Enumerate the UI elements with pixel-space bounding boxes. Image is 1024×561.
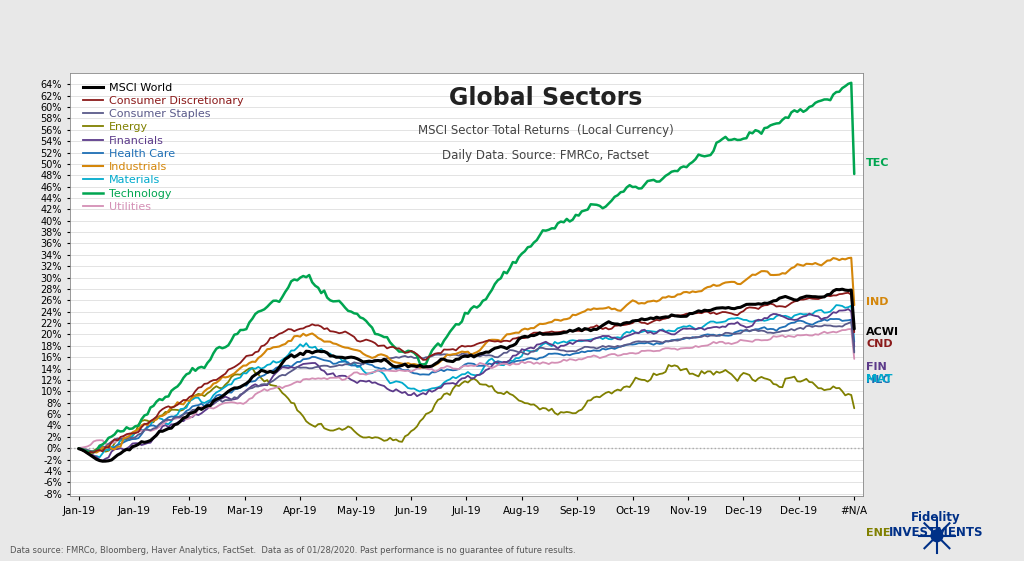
- Text: MAT: MAT: [866, 374, 893, 384]
- Text: Daily Data. Source: FMRCo, Factset: Daily Data. Source: FMRCo, Factset: [442, 149, 649, 162]
- Text: FIN: FIN: [866, 362, 887, 371]
- Text: ACWI: ACWI: [866, 327, 899, 337]
- Circle shape: [931, 530, 943, 542]
- Text: Global Sectors: Global Sectors: [450, 86, 642, 109]
- Text: TEC: TEC: [866, 158, 890, 168]
- Text: Fidelity
INVESTMENTS: Fidelity INVESTMENTS: [889, 511, 983, 539]
- Legend: MSCI World, Consumer Discretionary, Consumer Staples, Energy, Financials, Health: MSCI World, Consumer Discretionary, Cons…: [83, 82, 244, 212]
- Text: ENE: ENE: [866, 528, 891, 539]
- Text: CND: CND: [866, 339, 893, 348]
- Text: IND: IND: [866, 297, 889, 307]
- Text: Data source: FMRCo, Bloomberg, Haver Analytics, FactSet.  Data as of 01/28/2020.: Data source: FMRCo, Bloomberg, Haver Ana…: [10, 546, 575, 555]
- Text: MSCI Sector Total Returns  (Local Currency): MSCI Sector Total Returns (Local Currenc…: [418, 124, 674, 137]
- Text: HLC: HLC: [866, 375, 891, 385]
